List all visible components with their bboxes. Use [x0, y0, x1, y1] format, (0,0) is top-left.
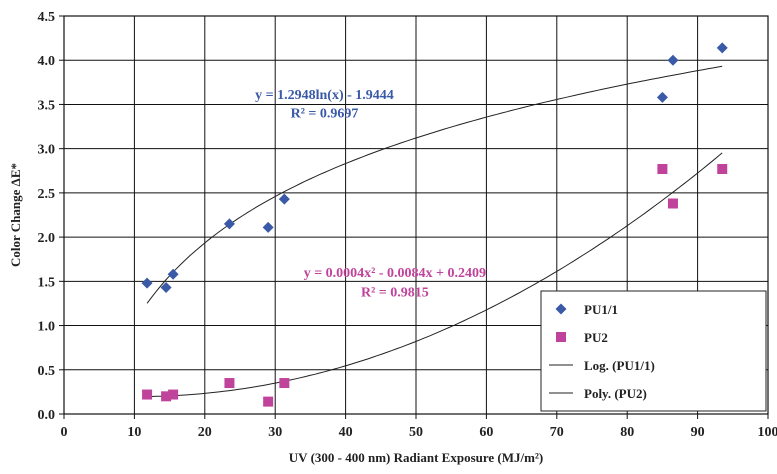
y-tick-label: 1.5 — [38, 275, 56, 290]
y-tick-label: 0.0 — [38, 408, 56, 423]
x-tick-label: 0 — [61, 425, 68, 440]
pu2-point — [263, 397, 273, 407]
trendline-equations: y = 1.2948ln(x) - 1.9444 R² = 0.9697 y = 0… — [255, 88, 486, 300]
x-tick-label: 20 — [198, 425, 212, 440]
x-tick-label: 90 — [691, 425, 705, 440]
legend-label: PU1/1 — [584, 302, 618, 317]
x-tick-label: 60 — [479, 425, 493, 440]
pu11-point — [142, 278, 153, 289]
x-tick-label: 40 — [339, 425, 353, 440]
legend-square-swatch — [556, 332, 566, 342]
legend-box — [541, 291, 766, 411]
pu2-point — [142, 390, 152, 400]
pu11-point — [667, 55, 678, 66]
y-tick-label: 4.0 — [38, 54, 56, 69]
x-tick-label: 80 — [620, 425, 634, 440]
pu11-point — [717, 42, 728, 53]
pu11-point — [279, 194, 290, 205]
legend-label: PU2 — [584, 330, 608, 345]
y-tick-label: 3.5 — [38, 98, 56, 113]
x-axis-title: UV (300 - 400 nm) Radiant Exposure (MJ/m… — [289, 450, 543, 465]
y-tick-label: 2.0 — [38, 231, 56, 246]
y-tick-label: 4.5 — [38, 10, 56, 25]
pu2-point — [657, 164, 667, 174]
y-tick-label: 0.5 — [38, 364, 56, 379]
x-tick-label: 10 — [127, 425, 141, 440]
x-tick-label: 50 — [409, 425, 423, 440]
pu11-point — [657, 92, 668, 103]
y-tick-label: 2.5 — [38, 187, 56, 202]
legend: PU1/1 PU2 Log. (PU1/1) Poly. (PU2) — [541, 291, 766, 411]
pu11-point — [263, 222, 274, 233]
pu11-point — [168, 269, 179, 280]
x-tick-label: 100 — [758, 425, 777, 440]
trendline-equation: R² = 0.9697 — [291, 107, 359, 122]
x-tick-label: 30 — [268, 425, 282, 440]
y-tick-label: 3.0 — [38, 143, 56, 158]
y-axis-title: Color Change ΔE* — [8, 163, 23, 267]
legend-label: Log. (PU1/1) — [584, 358, 655, 373]
trendline-equation: y = 1.2948ln(x) - 1.9444 — [255, 88, 394, 103]
pu2-point — [279, 378, 289, 388]
pu2-point — [168, 390, 178, 400]
y-tick-label: 1.0 — [38, 320, 56, 335]
trendline-equation: y = 0.0004x² - 0.0084x + 0.2409 — [304, 266, 486, 281]
trendline-equation: R² = 0.9815 — [361, 285, 429, 300]
pu2-point — [668, 199, 678, 209]
pu2-point — [717, 164, 727, 174]
pu2-point — [224, 378, 234, 388]
legend-label: Poly. (PU2) — [584, 386, 647, 401]
x-tick-label: 70 — [550, 425, 564, 440]
